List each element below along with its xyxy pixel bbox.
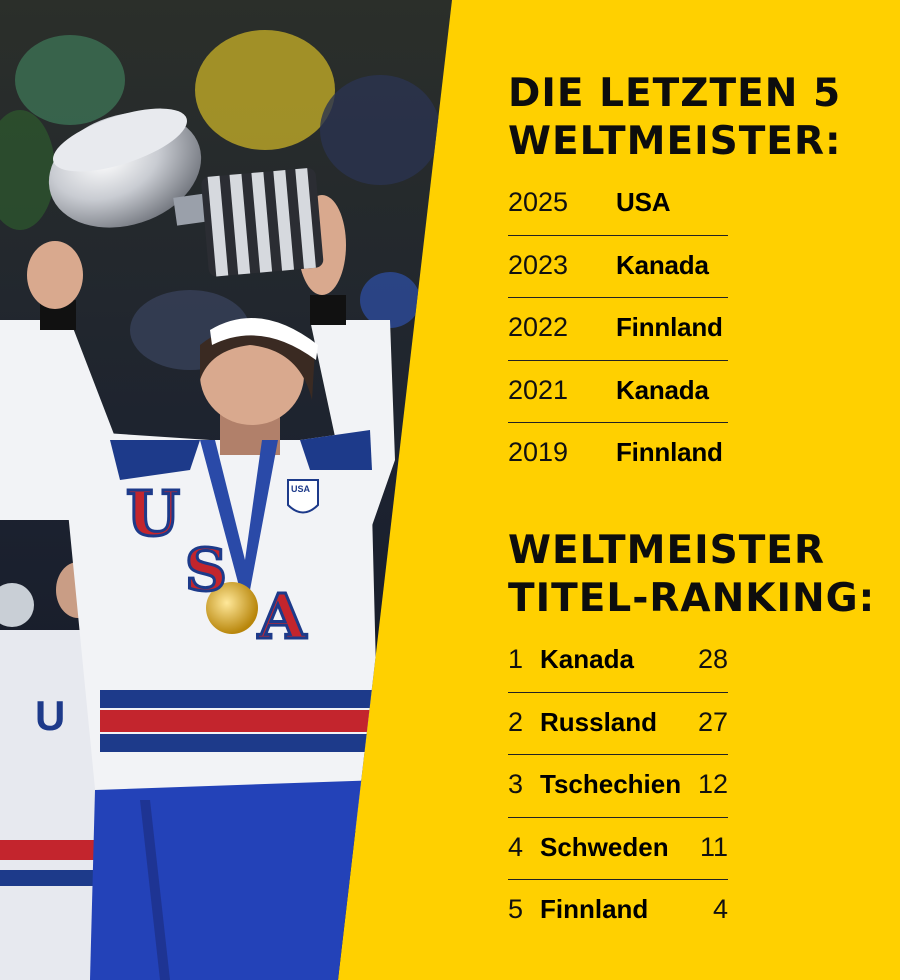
- ranking-titles: 12: [697, 769, 728, 799]
- ranking-titles: 11: [699, 831, 728, 862]
- svg-text:USA: USA: [291, 484, 311, 494]
- ranking-row: 1 Kanada 28: [508, 630, 728, 693]
- ranking-titles: 28: [697, 644, 728, 674]
- heading-line: WELTMEISTER: [508, 528, 825, 573]
- ranking-position: 3: [508, 769, 524, 799]
- ranking-country: Kanada: [540, 644, 634, 674]
- champions-list: 2025 USA 2023 Kanada 2022 Finnland 2021 …: [508, 173, 728, 486]
- champion-row: 2021 Kanada: [508, 361, 728, 423]
- champion-row: 2022 Finnland: [508, 298, 728, 361]
- champion-country: Finnland: [616, 437, 723, 467]
- jersey-letter-u: U: [126, 477, 180, 550]
- ranking-country: Tschechien: [540, 769, 682, 799]
- champion-year: 2021: [508, 374, 569, 405]
- ranking-country: Finnland: [540, 894, 649, 924]
- svg-text:U: U: [35, 692, 65, 739]
- champion-country: USA: [616, 187, 671, 217]
- ranking-row: 3 Tschechien 12: [508, 755, 728, 818]
- ranking-titles: 27: [697, 706, 728, 737]
- ranking-row: 2 Russland 27: [508, 693, 728, 755]
- ranking-titles: 4: [712, 894, 728, 924]
- jersey-letter-s: S: [185, 536, 227, 604]
- ranking-row: 5 Finnland 4: [508, 880, 728, 943]
- ranking-country: Schweden: [540, 831, 669, 862]
- ranking-position: 4: [508, 831, 524, 862]
- champion-country: Finnland: [616, 312, 723, 342]
- champion-row: 2019 Finnland: [508, 423, 728, 486]
- champion-country: Kanada: [616, 249, 709, 280]
- champion-row: 2023 Kanada: [508, 236, 728, 298]
- champion-country: Kanada: [616, 374, 709, 405]
- ranking-row: 4 Schweden 11: [508, 818, 728, 880]
- champion-year: 2023: [508, 249, 569, 280]
- champion-year: 2019: [508, 437, 569, 467]
- champion-row: 2025 USA: [508, 173, 728, 236]
- champion-year: 2022: [508, 312, 569, 342]
- ranking-position: 2: [508, 706, 524, 737]
- heading-line: TITEL-RANKING:: [508, 576, 876, 621]
- ranking-list: 1 Kanada 28 2 Russland 27 3 Tschechien 1…: [508, 630, 728, 943]
- last-champions-heading: DIE LETZTEN 5 WELTMEISTER:: [508, 70, 842, 166]
- heading-line: WELTMEISTER:: [508, 119, 842, 164]
- jersey-letter-a: A: [257, 580, 307, 653]
- ranking-position: 5: [508, 894, 524, 924]
- champion-year: 2025: [508, 187, 569, 217]
- ranking-heading: WELTMEISTER TITEL-RANKING:: [508, 527, 875, 623]
- heading-line: DIE LETZTEN 5: [508, 71, 842, 116]
- ranking-country: Russland: [540, 706, 658, 737]
- ranking-position: 1: [508, 644, 524, 674]
